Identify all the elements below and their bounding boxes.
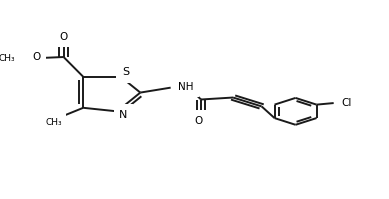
Text: O: O (33, 52, 41, 62)
Text: S: S (122, 67, 129, 77)
Text: CH₃: CH₃ (0, 54, 15, 62)
Text: O: O (60, 32, 68, 42)
Text: Cl: Cl (342, 98, 352, 108)
Text: NH: NH (179, 82, 194, 92)
Text: O: O (194, 116, 203, 126)
Text: N: N (119, 110, 128, 120)
Text: CH₃: CH₃ (45, 118, 62, 127)
